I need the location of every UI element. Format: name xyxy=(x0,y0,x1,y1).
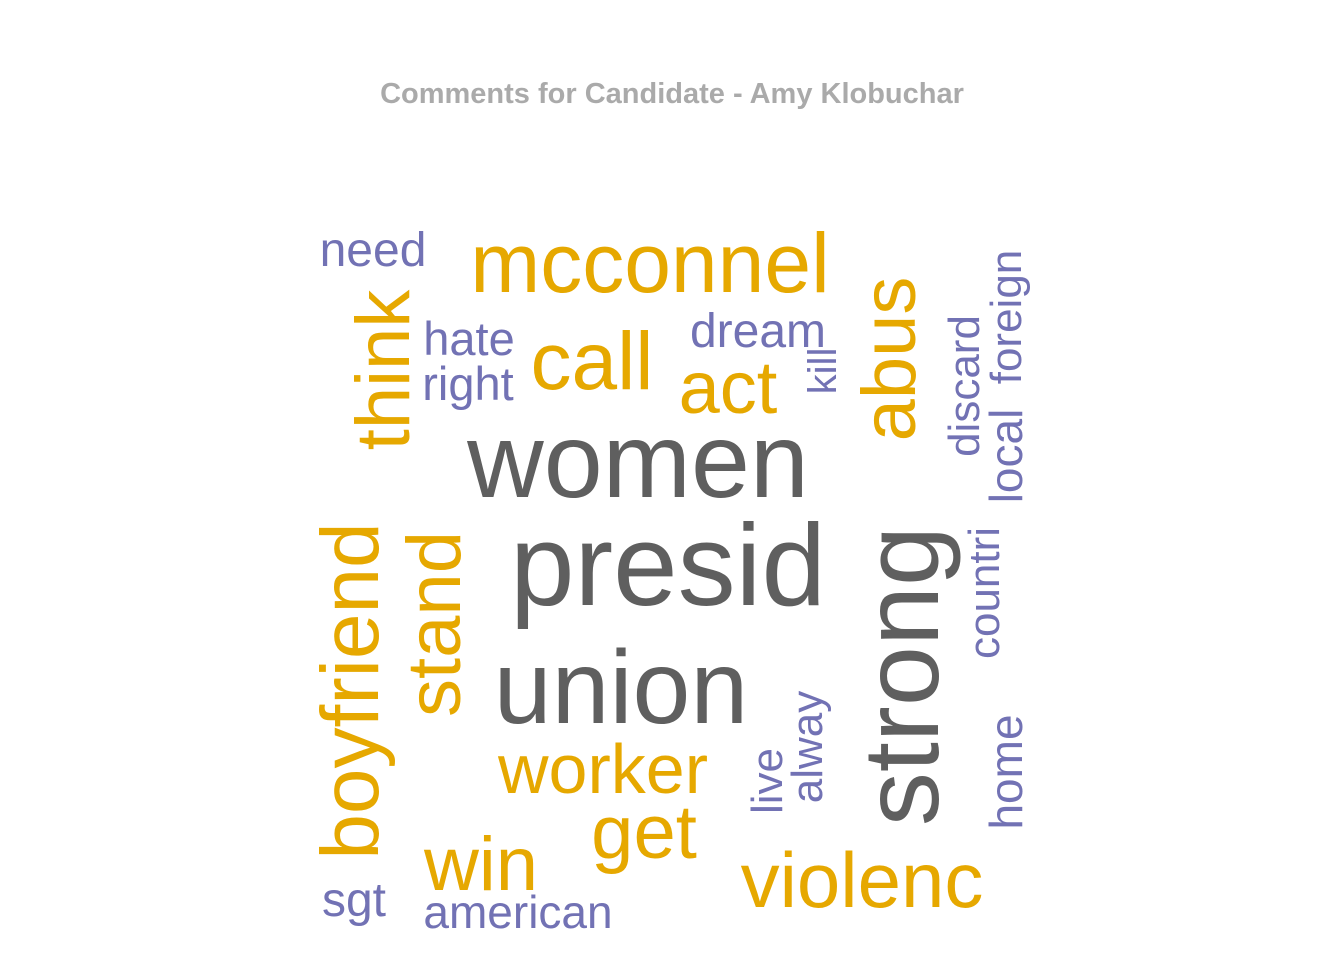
word-boyfriend: boyfriend xyxy=(305,522,396,859)
word-local: local xyxy=(980,409,1032,504)
word-union: union xyxy=(494,630,748,746)
word-call: call xyxy=(530,316,653,407)
word-act: act xyxy=(679,346,778,429)
word-worker: worker xyxy=(497,730,708,808)
chart-title: Comments for Candidate - Amy Klobuchar xyxy=(380,78,964,110)
word-need: need xyxy=(320,224,427,277)
word-discard: discard xyxy=(940,315,989,457)
word-dream: dream xyxy=(690,305,826,358)
word-home: home xyxy=(980,714,1032,829)
word-violenc: violenc xyxy=(741,836,984,924)
word-hate: hate xyxy=(423,312,514,365)
word-get: get xyxy=(591,790,697,875)
word-foreign: foreign xyxy=(982,250,1031,385)
word-presid: presid xyxy=(510,500,826,630)
word-think: think xyxy=(341,289,426,451)
word-strong: strong xyxy=(840,526,961,826)
word-alway: alway xyxy=(783,691,832,804)
word-right: right xyxy=(422,357,513,410)
word-countri: countri xyxy=(960,527,1009,659)
word-win: win xyxy=(423,822,538,907)
word-women: women xyxy=(466,402,809,520)
word-abus: abus xyxy=(847,277,932,442)
word-american: american xyxy=(423,886,612,938)
word-live: live xyxy=(743,748,792,814)
word-stand: stand xyxy=(392,531,477,717)
word-sgt: sgt xyxy=(322,874,386,927)
word-kill: kill xyxy=(801,348,845,395)
word-mcconnel: mcconnel xyxy=(470,216,830,310)
